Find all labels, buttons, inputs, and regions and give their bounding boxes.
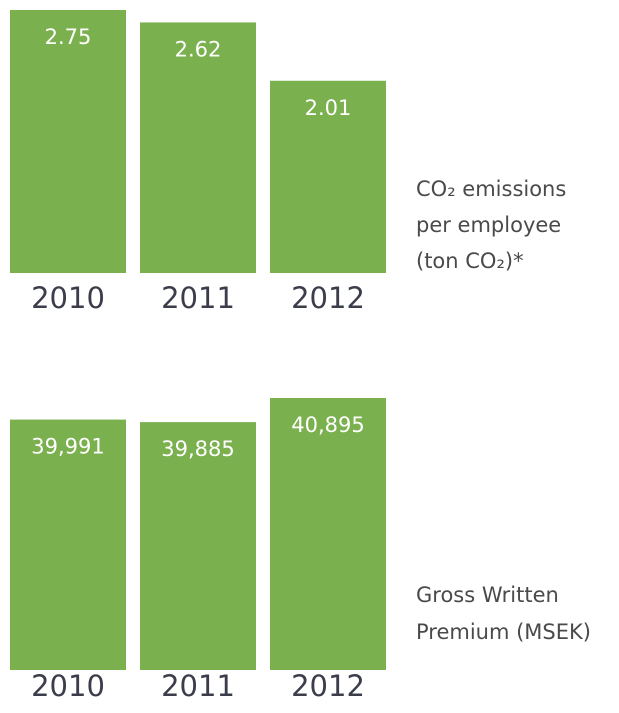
x-tick-label: 2011: [161, 281, 235, 315]
bar: [10, 419, 126, 670]
bar: [140, 422, 256, 670]
value-label: 39,991: [31, 435, 104, 459]
value-label: 2.75: [45, 25, 92, 49]
value-label: 40,895: [291, 413, 364, 437]
x-tick-label: 2011: [161, 669, 235, 703]
bar: [10, 10, 126, 273]
x-tick-label: 2012: [291, 669, 365, 703]
chart-label: per employee: [416, 213, 561, 237]
x-tick-label: 2012: [291, 281, 365, 315]
chart-label: Premium (MSEK): [416, 620, 591, 644]
value-label: 2.62: [175, 37, 222, 61]
bar: [270, 398, 386, 670]
x-tick-label: 2010: [31, 669, 105, 703]
chart-label: Gross Written: [416, 583, 559, 607]
x-tick-label: 2010: [31, 281, 105, 315]
chart-label: CO₂ emissions: [416, 177, 566, 201]
chart-label: (ton CO₂)*: [416, 249, 524, 273]
value-label: 2.01: [305, 96, 352, 120]
bar: [140, 22, 256, 274]
bar: [270, 80, 386, 274]
value-label: 39,885: [161, 437, 234, 461]
